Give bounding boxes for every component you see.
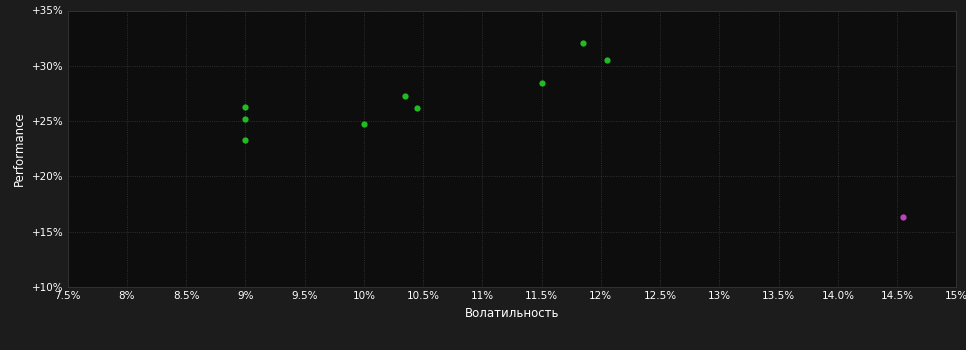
Point	[238, 137, 253, 143]
Point	[398, 93, 413, 98]
Point	[238, 104, 253, 110]
Point	[410, 105, 425, 111]
Point	[576, 40, 591, 46]
Point	[238, 116, 253, 122]
Point	[534, 81, 550, 86]
Point	[895, 215, 911, 220]
X-axis label: Волатильность: Волатильность	[465, 307, 559, 320]
Y-axis label: Performance: Performance	[14, 111, 26, 186]
Point	[356, 121, 372, 127]
Point	[599, 57, 614, 63]
